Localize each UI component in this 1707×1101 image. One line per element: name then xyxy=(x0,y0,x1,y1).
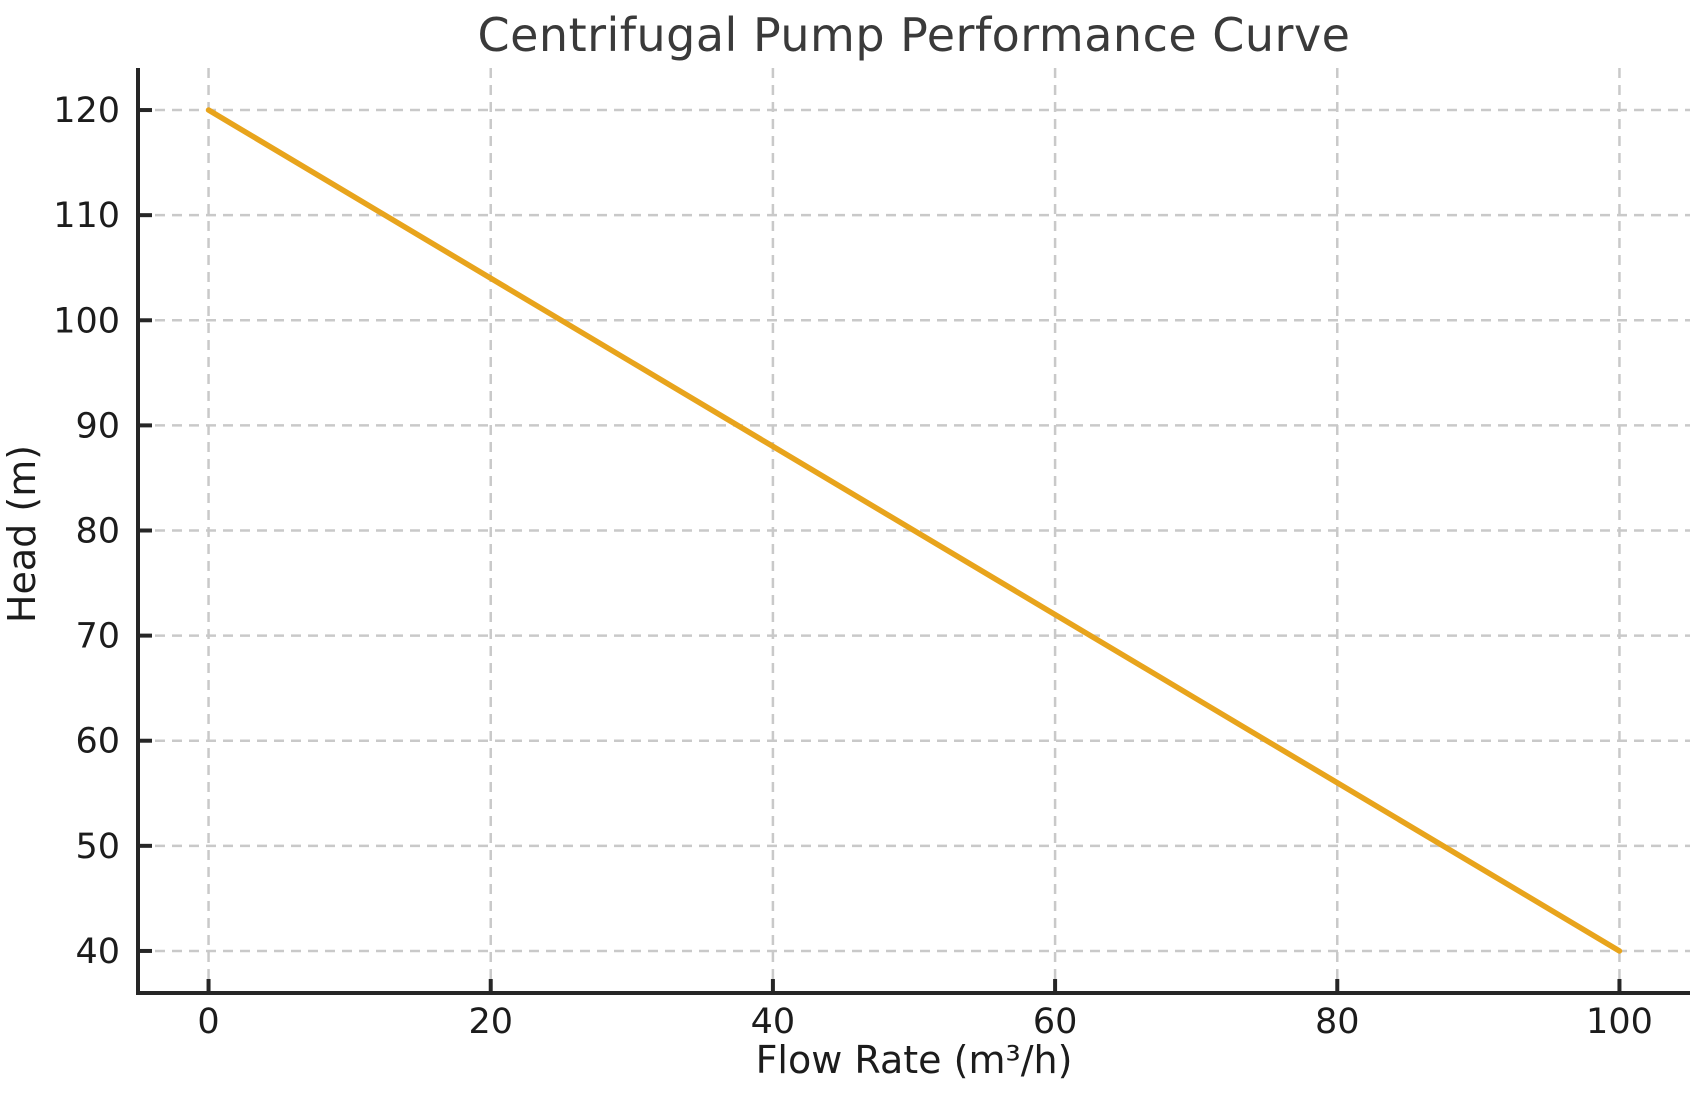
y-axis-label: Head (m) xyxy=(0,444,44,624)
x-tick-label: 40 xyxy=(751,1002,796,1042)
y-tick-label: 80 xyxy=(75,512,120,552)
y-tick-label: 70 xyxy=(75,617,120,657)
y-tick-label: 90 xyxy=(75,406,120,446)
y-tick-label: 120 xyxy=(53,91,120,131)
chart-title: Centrifugal Pump Performance Curve xyxy=(477,8,1351,62)
x-tick-label: 100 xyxy=(1586,1002,1653,1042)
y-tick-label: 50 xyxy=(75,827,120,867)
x-tick-label: 60 xyxy=(1033,1002,1078,1042)
pump-curve-line xyxy=(205,107,1623,954)
y-tick-label: 100 xyxy=(53,301,120,341)
y-tick-label: 60 xyxy=(75,722,120,762)
y-tick-label: 110 xyxy=(53,196,120,236)
x-tick-label: 20 xyxy=(468,1002,513,1042)
x-tick-label: 0 xyxy=(197,1002,219,1042)
x-axis-label: Flow Rate (m³/h) xyxy=(755,1038,1073,1082)
x-tick-label: 80 xyxy=(1315,1002,1360,1042)
y-tick-label: 40 xyxy=(75,932,120,972)
